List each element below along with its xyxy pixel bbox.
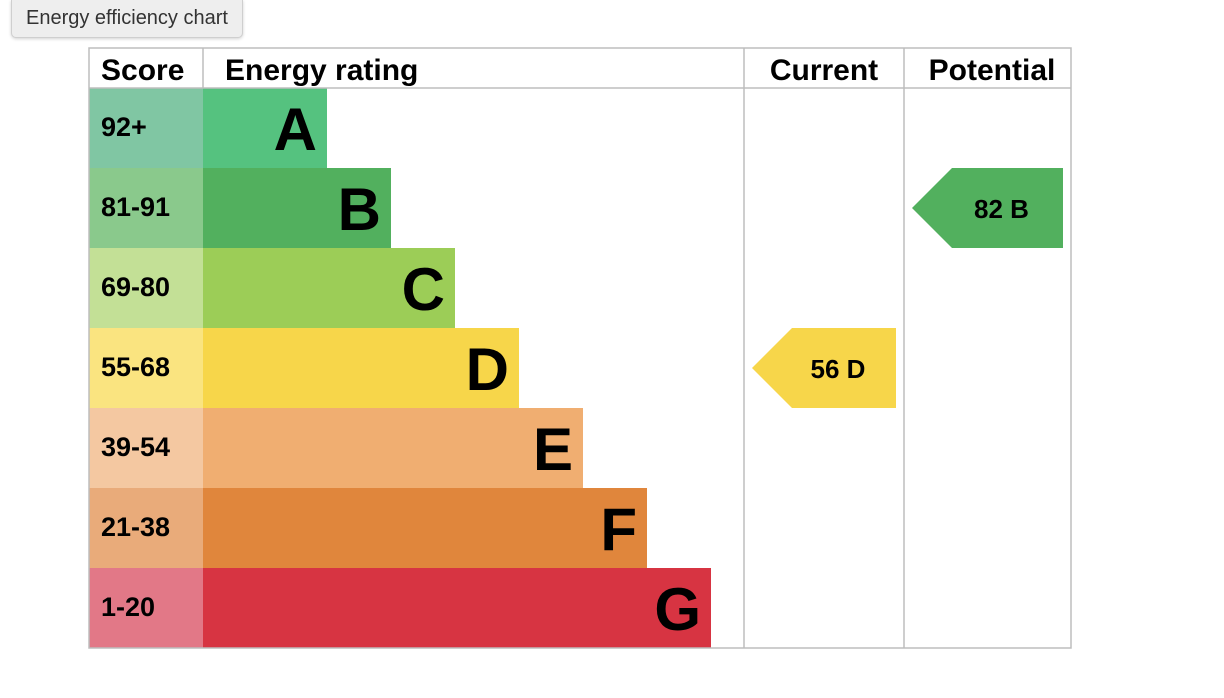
rating-bar-b (203, 168, 391, 248)
header-energy-rating: Energy rating (225, 54, 418, 87)
score-cell-e (89, 408, 203, 488)
score-cell-c (89, 248, 203, 328)
potential-marker-label: 82 B (974, 194, 1029, 224)
rating-letter-g: G (654, 576, 701, 643)
current-marker (752, 328, 896, 408)
score-cell-f (89, 488, 203, 568)
rating-letter-c: C (402, 256, 445, 323)
rating-bar-f (203, 488, 647, 568)
header-score: Score (101, 54, 184, 87)
score-cell-d (89, 328, 203, 408)
score-label-a: 92+ (101, 112, 147, 142)
score-cell-b (89, 168, 203, 248)
rating-bar-d (203, 328, 519, 408)
rating-letter-e: E (533, 416, 573, 483)
rating-bar-c (203, 248, 455, 328)
rating-bar-e (203, 408, 583, 488)
score-label-c: 69-80 (101, 272, 170, 302)
current-marker-label: 56 D (811, 354, 866, 384)
rating-letter-f: F (600, 496, 637, 563)
score-label-f: 21-38 (101, 512, 170, 542)
header-current: Current (770, 54, 878, 87)
chart-tooltip: Energy efficiency chart (11, 0, 243, 38)
rating-letter-a: A (274, 96, 317, 163)
score-label-g: 1-20 (101, 592, 155, 622)
score-label-e: 39-54 (101, 432, 170, 462)
rating-letter-d: D (466, 336, 509, 403)
rating-bar-g (203, 568, 711, 648)
score-label-b: 81-91 (101, 192, 170, 222)
potential-marker (912, 168, 1063, 248)
header-potential: Potential (929, 54, 1056, 87)
score-cell-a (89, 88, 203, 168)
score-cell-g (89, 568, 203, 648)
table-grid (88, 47, 1072, 649)
score-label-d: 55-68 (101, 352, 170, 382)
rating-bar-a (203, 88, 327, 168)
rating-letter-b: B (338, 176, 381, 243)
